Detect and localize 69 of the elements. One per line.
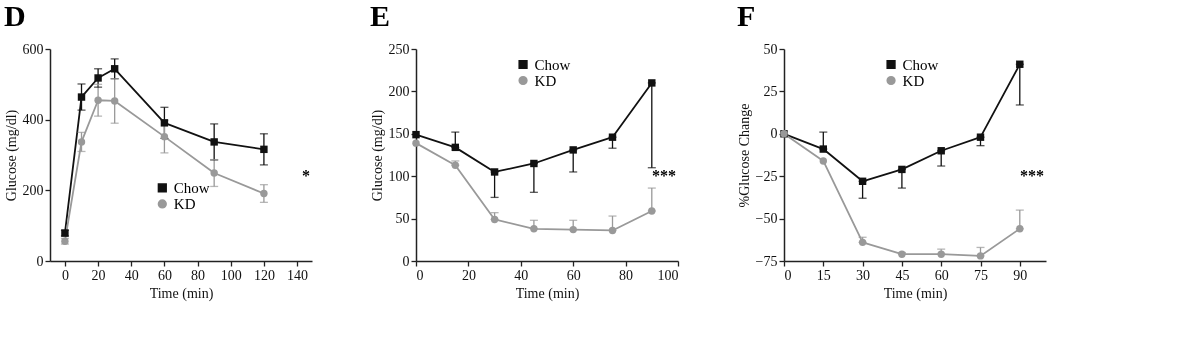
y-tick-label: 100 bbox=[388, 168, 410, 184]
point bbox=[819, 157, 828, 165]
legend-label: KD bbox=[902, 72, 925, 89]
x-tick-label: 45 bbox=[895, 267, 910, 283]
y-tick-label: −75 bbox=[755, 253, 778, 269]
y-tick-label: −50 bbox=[755, 211, 778, 227]
chart-title: E bbox=[370, 0, 391, 32]
x-tick-label: 100 bbox=[657, 267, 679, 283]
x-tick-label: 0 bbox=[784, 267, 792, 283]
chart-title: F bbox=[737, 0, 756, 32]
x-tick-label: 30 bbox=[856, 267, 871, 283]
y-axis-title: Glucose (mg/dl) bbox=[369, 109, 386, 202]
point bbox=[94, 74, 102, 82]
x-tick-label: 0 bbox=[416, 267, 424, 283]
x-tick-label: 40 bbox=[124, 267, 139, 283]
y-tick-label: 150 bbox=[388, 126, 410, 142]
y-tick-label: 600 bbox=[22, 41, 44, 57]
point bbox=[77, 138, 86, 146]
y-tick-label: 50 bbox=[395, 211, 410, 227]
y-tick-label: −25 bbox=[755, 168, 778, 184]
y-tick-label: 200 bbox=[388, 83, 410, 99]
point bbox=[160, 119, 169, 127]
y-tick-label: 0 bbox=[770, 126, 778, 142]
chart-title: D bbox=[4, 0, 26, 32]
point bbox=[210, 169, 218, 177]
annotation: * bbox=[302, 167, 310, 185]
y-tick-label: 250 bbox=[388, 41, 410, 57]
y-tick-label: 0 bbox=[36, 253, 44, 269]
point bbox=[858, 238, 867, 247]
x-tick-label: 80 bbox=[619, 267, 634, 283]
x-tick-label: 75 bbox=[974, 267, 988, 283]
y-tick-label: 400 bbox=[22, 112, 44, 128]
point bbox=[160, 132, 169, 141]
point bbox=[77, 93, 86, 101]
point bbox=[210, 138, 218, 146]
legend-label: KD bbox=[173, 195, 196, 212]
x-tick-label: 90 bbox=[1013, 267, 1028, 283]
x-tick-label: 60 bbox=[934, 267, 949, 283]
x-tick-label: 15 bbox=[816, 267, 831, 283]
x-axis-title: Time (min) bbox=[883, 285, 948, 302]
y-tick-label: 50 bbox=[763, 41, 778, 57]
x-tick-label: 80 bbox=[191, 267, 206, 283]
y-tick-label: 200 bbox=[22, 182, 44, 198]
x-tick-label: 40 bbox=[514, 267, 529, 283]
point bbox=[260, 189, 268, 198]
x-tick-label: 0 bbox=[61, 267, 69, 283]
point bbox=[94, 96, 102, 104]
point bbox=[260, 145, 268, 154]
x-tick-label: 20 bbox=[91, 267, 106, 283]
x-tick-label: 60 bbox=[566, 267, 581, 283]
legend-label: Chow bbox=[173, 179, 210, 196]
annotation: *** bbox=[652, 167, 676, 185]
y-axis-title: %Glucose Change bbox=[736, 103, 752, 208]
legend-label: Chow bbox=[902, 56, 939, 73]
point bbox=[110, 97, 119, 105]
point bbox=[412, 139, 420, 147]
x-tick-label: 20 bbox=[461, 267, 476, 283]
x-tick-label: 100 bbox=[220, 267, 242, 283]
y-tick-label: 0 bbox=[402, 253, 410, 269]
y-axis-title: Glucose (mg/dl) bbox=[3, 109, 20, 202]
x-axis-title: Time (min) bbox=[515, 285, 580, 302]
x-axis-title: Time (min) bbox=[149, 285, 214, 302]
legend-label: Chow bbox=[534, 56, 571, 73]
x-tick-label: 140 bbox=[287, 267, 309, 283]
x-tick-label: 120 bbox=[253, 267, 275, 283]
annotation: *** bbox=[1020, 167, 1044, 185]
legend-label: KD bbox=[534, 72, 557, 89]
y-tick-label: 25 bbox=[763, 83, 778, 99]
x-tick-label: 60 bbox=[157, 267, 172, 283]
